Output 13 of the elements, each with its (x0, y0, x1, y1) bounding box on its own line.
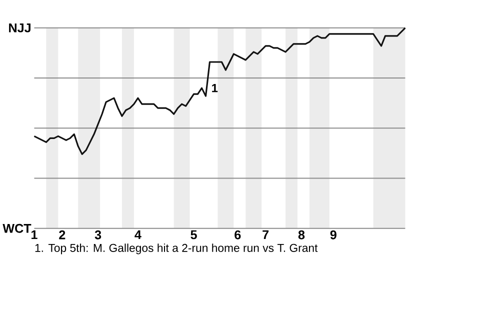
annotation: 1 (212, 84, 218, 92)
x-tick-label: 3 (94, 230, 102, 240)
x-tick-label: 4 (134, 230, 142, 239)
x-tick-label: 6 (234, 230, 241, 240)
x-tick-label: 7 (262, 230, 269, 239)
text: 1. Top 5th: M. Gallegos hit a 2-run home run vs T. Grant (35, 244, 318, 254)
x-tick-label: 8 (298, 230, 305, 240)
x-tick-label: 9 (330, 230, 336, 240)
text: NJJ (9, 23, 30, 32)
x-tick-label: 2 (59, 230, 66, 240)
x-tick-label: 5 (190, 230, 197, 240)
x-tick-label: 1 (32, 230, 38, 239)
text: WCT (2, 224, 32, 233)
